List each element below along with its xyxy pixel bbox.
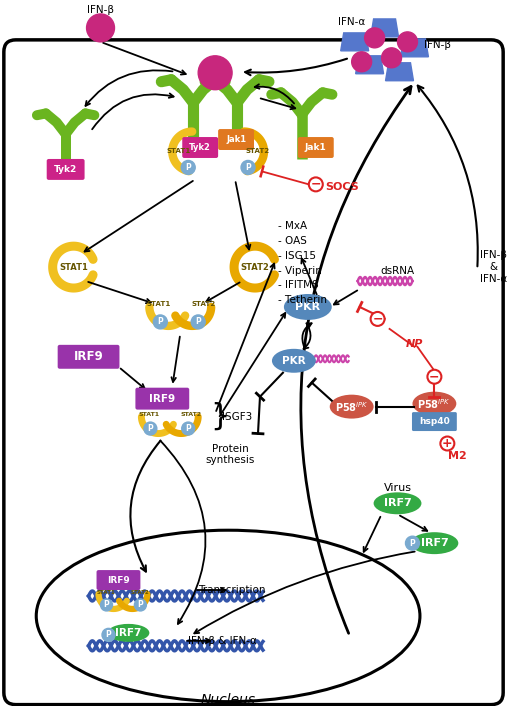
Text: Transcription: Transcription xyxy=(198,585,266,595)
Circle shape xyxy=(154,315,167,329)
Text: STAT2: STAT2 xyxy=(241,263,269,272)
Ellipse shape xyxy=(272,349,316,372)
Text: - MxA
- OAS
- ISG15
- Viperin
- IFITMS
- Tetherin: - MxA - OAS - ISG15 - Viperin - IFITMS -… xyxy=(278,222,327,305)
Text: IRF9: IRF9 xyxy=(150,394,176,404)
FancyBboxPatch shape xyxy=(218,129,254,150)
Text: P: P xyxy=(158,317,163,326)
Ellipse shape xyxy=(284,294,332,320)
FancyBboxPatch shape xyxy=(58,345,119,369)
Text: IRF7: IRF7 xyxy=(115,628,142,638)
FancyBboxPatch shape xyxy=(97,570,140,590)
FancyBboxPatch shape xyxy=(412,412,457,431)
Text: M2: M2 xyxy=(448,452,467,462)
Text: Tyk2: Tyk2 xyxy=(189,143,211,152)
Circle shape xyxy=(191,315,205,329)
Polygon shape xyxy=(340,33,369,51)
Text: dsRNA: dsRNA xyxy=(380,266,415,276)
Text: hsp40: hsp40 xyxy=(419,417,450,426)
Text: Virus: Virus xyxy=(383,484,412,493)
Circle shape xyxy=(397,32,417,52)
FancyBboxPatch shape xyxy=(135,388,189,410)
Text: +: + xyxy=(442,437,453,450)
Circle shape xyxy=(100,599,113,611)
Text: ISGF3: ISGF3 xyxy=(222,411,252,421)
Ellipse shape xyxy=(330,394,374,418)
Text: }: } xyxy=(210,402,229,431)
FancyBboxPatch shape xyxy=(182,137,218,158)
FancyBboxPatch shape xyxy=(4,40,503,704)
Text: IFN-α: IFN-α xyxy=(338,17,365,27)
Text: IRF7: IRF7 xyxy=(383,498,412,508)
Circle shape xyxy=(102,629,115,641)
Ellipse shape xyxy=(411,532,458,554)
Polygon shape xyxy=(371,19,398,37)
Text: PKR: PKR xyxy=(282,356,306,366)
Text: −: − xyxy=(311,178,321,191)
Ellipse shape xyxy=(374,492,421,514)
Text: P: P xyxy=(138,600,143,610)
Text: STAT2: STAT2 xyxy=(181,412,202,417)
Circle shape xyxy=(428,370,441,384)
Circle shape xyxy=(241,161,255,174)
Text: IFN-β: IFN-β xyxy=(424,40,451,50)
Circle shape xyxy=(371,312,385,326)
Ellipse shape xyxy=(413,392,456,416)
Circle shape xyxy=(406,536,419,550)
Text: SOCS: SOCS xyxy=(325,183,358,193)
Text: STAT1: STAT1 xyxy=(59,263,88,272)
Text: Tyk2: Tyk2 xyxy=(54,165,77,174)
Circle shape xyxy=(440,437,454,450)
Polygon shape xyxy=(356,56,383,74)
Circle shape xyxy=(87,14,115,42)
Circle shape xyxy=(198,56,232,90)
Text: Nucleus: Nucleus xyxy=(201,692,255,707)
Text: IFN-β
&
IFN-α: IFN-β & IFN-α xyxy=(480,251,507,284)
Text: P: P xyxy=(245,163,251,172)
Text: STAT1: STAT1 xyxy=(96,590,115,595)
Text: PKR: PKR xyxy=(295,302,321,312)
Circle shape xyxy=(352,52,372,72)
Text: STAT1: STAT1 xyxy=(146,301,170,307)
Text: P: P xyxy=(105,630,112,639)
Polygon shape xyxy=(386,63,414,81)
Circle shape xyxy=(182,422,195,435)
Text: STAT2: STAT2 xyxy=(191,301,215,307)
Circle shape xyxy=(144,422,157,435)
Text: STAT1: STAT1 xyxy=(166,149,190,154)
FancyBboxPatch shape xyxy=(298,137,334,158)
Text: IRF9: IRF9 xyxy=(74,350,103,363)
Text: P: P xyxy=(147,424,153,433)
Text: P: P xyxy=(103,600,110,610)
Text: NP: NP xyxy=(406,339,423,349)
Text: IRF9: IRF9 xyxy=(107,576,130,585)
Circle shape xyxy=(365,28,385,48)
Text: STAT1: STAT1 xyxy=(139,412,160,417)
Text: P: P xyxy=(195,317,201,326)
Circle shape xyxy=(181,161,195,174)
Text: IFN-β & IFN-α: IFN-β & IFN-α xyxy=(188,636,257,646)
Ellipse shape xyxy=(108,624,150,642)
Circle shape xyxy=(381,48,401,68)
FancyBboxPatch shape xyxy=(47,159,84,180)
Circle shape xyxy=(309,178,323,191)
Ellipse shape xyxy=(36,530,420,702)
Text: P58$^{IPK}$: P58$^{IPK}$ xyxy=(335,400,369,413)
Text: P58$^{IPK}$: P58$^{IPK}$ xyxy=(417,396,451,411)
Text: −: − xyxy=(372,312,383,326)
Text: STAT2: STAT2 xyxy=(131,590,150,595)
Text: P: P xyxy=(185,424,191,433)
Text: −: − xyxy=(429,370,440,383)
Polygon shape xyxy=(400,39,429,57)
Text: Protein
synthesis: Protein synthesis xyxy=(205,443,255,465)
Text: STAT2: STAT2 xyxy=(246,149,270,154)
Circle shape xyxy=(135,599,146,611)
Text: P: P xyxy=(185,163,191,172)
Text: P: P xyxy=(410,539,415,548)
Text: Jak1: Jak1 xyxy=(226,135,246,144)
Text: IFN-β: IFN-β xyxy=(87,5,114,15)
Text: Jak1: Jak1 xyxy=(305,143,327,152)
Text: IRF7: IRF7 xyxy=(420,538,449,548)
